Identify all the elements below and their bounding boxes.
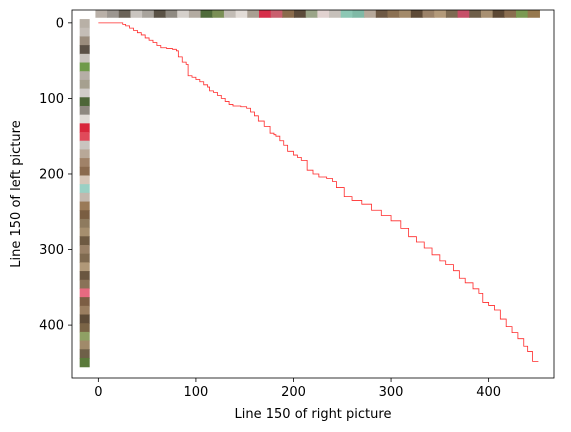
left-strip-segment	[79, 340, 90, 350]
left-strip-segment	[79, 140, 90, 151]
top-strip-segment	[399, 10, 412, 18]
x-tick-label: 200	[281, 385, 306, 400]
top-strip-segment	[188, 10, 202, 18]
left-strip-segment	[79, 79, 90, 90]
left-strip-segment	[79, 331, 90, 342]
y-tick-label: 100	[39, 92, 64, 107]
top-strip-segment	[527, 10, 540, 18]
top-strip-segment	[130, 10, 143, 18]
top-strip-segment	[492, 10, 505, 18]
top-strip-segment	[340, 10, 354, 18]
top-strip-segment	[317, 10, 330, 18]
image-strips	[79, 10, 540, 368]
y-tick-label: 300	[39, 243, 64, 258]
left-strip-segment	[79, 192, 90, 203]
left-strip-segment	[79, 184, 90, 194]
top-strip-segment	[142, 10, 155, 18]
top-strip-segment	[200, 10, 213, 18]
top-strip-segment	[352, 10, 365, 18]
top-strip-segment	[445, 10, 459, 18]
x-tick-label: 300	[379, 385, 404, 400]
left-strip-segment	[79, 71, 90, 81]
left-strip-segment	[79, 158, 90, 168]
top-strip-segment	[118, 10, 132, 18]
top-strip-segment	[270, 10, 283, 18]
top-strip-segment	[329, 10, 342, 18]
x-axis: 0 100 200 300 400	[94, 378, 501, 400]
left-strip-segment	[79, 227, 90, 237]
series-layer	[98, 22, 539, 362]
left-strip-segment	[79, 349, 90, 359]
top-strip-segment	[305, 10, 318, 18]
left-strip-segment	[79, 36, 90, 46]
top-strip-segment	[469, 10, 482, 18]
plot-frame	[71, 9, 555, 379]
left-strip-segment	[79, 45, 90, 55]
top-strip-segment	[364, 10, 377, 18]
left-strip-segment	[79, 53, 90, 64]
left-strip-segment	[79, 323, 90, 333]
left-strip-segment	[79, 88, 90, 98]
top-strip-segment	[375, 10, 389, 18]
left-strip-segment	[79, 201, 90, 211]
top-strip-segment	[515, 10, 529, 18]
top-strip-segment	[422, 10, 435, 18]
y-tick-label: 200	[39, 167, 64, 182]
top-strip-segment	[480, 10, 494, 18]
top-strip-segment	[294, 10, 307, 18]
left-strip-segment	[79, 262, 90, 272]
x-tick-label: 400	[476, 385, 501, 400]
left-strip-segment	[79, 166, 90, 177]
left-strip-segment	[79, 357, 90, 368]
series-line	[98, 22, 539, 362]
left-strip-segment	[79, 105, 90, 116]
top-strip-segment	[504, 10, 517, 18]
top-strip-segment	[282, 10, 295, 18]
left-strip-segment	[79, 210, 90, 220]
top-strip-segment	[387, 10, 400, 18]
y-tick-label: 0	[56, 16, 64, 31]
left-strip-segment	[79, 114, 90, 124]
left-strip-segment	[79, 27, 90, 38]
top-strip-segment	[223, 10, 237, 18]
y-tick-label: 400	[39, 319, 64, 334]
top-strip-segment	[212, 10, 225, 18]
left-strip-segment	[79, 253, 90, 263]
left-strip-segment	[79, 236, 90, 246]
top-strip-segment	[258, 10, 272, 18]
left-strip-segment	[79, 305, 90, 316]
left-strip-segment	[79, 62, 90, 72]
left-strip-segment	[79, 279, 90, 290]
y-axis-label: Line 150 of left picture	[9, 120, 24, 267]
top-strip-segment	[107, 10, 120, 18]
left-strip-segment	[79, 123, 90, 133]
left-strip-segment	[79, 297, 90, 307]
left-strip-segment	[79, 245, 90, 255]
top-strip-segment	[165, 10, 178, 18]
x-tick-label: 100	[184, 385, 209, 400]
top-strip-segment	[434, 10, 447, 18]
top-strip-segment	[410, 10, 424, 18]
top-strip-segment	[235, 10, 248, 18]
left-strip-segment	[79, 97, 90, 107]
top-strip-segment	[247, 10, 260, 18]
x-tick-label: 0	[94, 385, 102, 400]
top-strip-segment	[457, 10, 470, 18]
top-strip-segment	[177, 10, 190, 18]
top-strip-segment	[95, 10, 108, 18]
left-strip-segment	[79, 314, 90, 324]
left-strip-segment	[79, 218, 90, 229]
left-strip-segment	[79, 149, 90, 159]
left-strip-segment	[79, 19, 90, 29]
left-strip-segment	[79, 271, 90, 281]
x-axis-label: Line 150 of right picture	[235, 407, 392, 422]
top-strip-segment	[153, 10, 167, 18]
left-strip-segment	[79, 175, 90, 185]
left-strip-segment	[79, 132, 90, 142]
y-axis: 0 100 200 300 400	[39, 16, 72, 334]
left-strip-segment	[79, 288, 90, 298]
